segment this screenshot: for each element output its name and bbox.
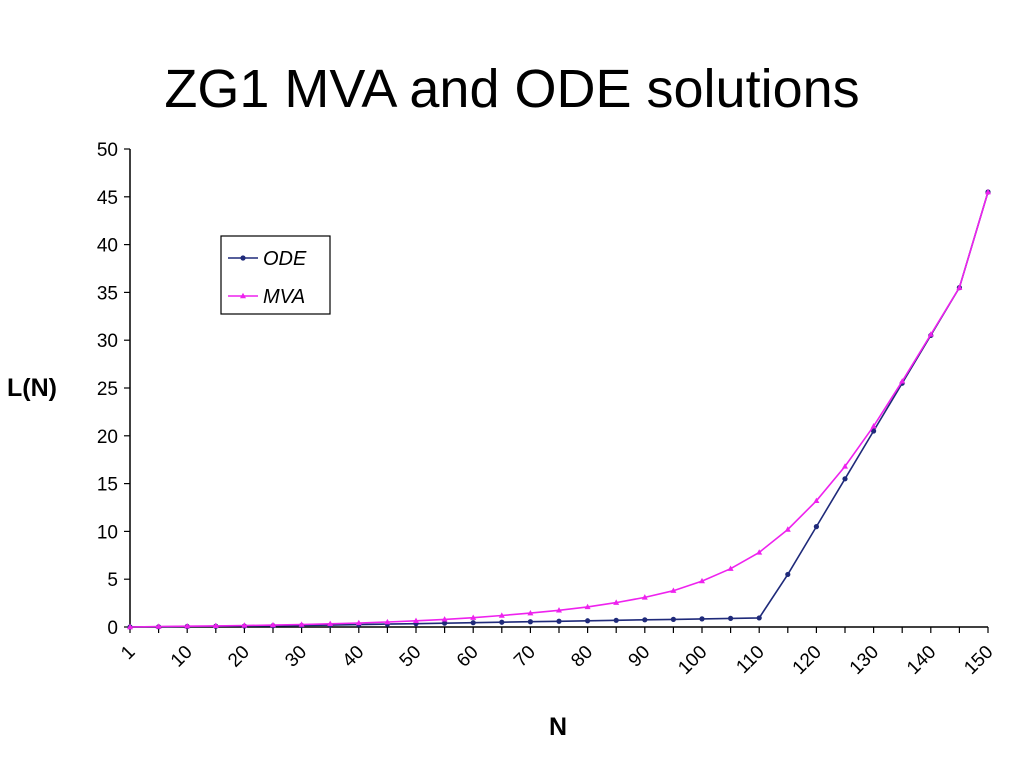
ode-point (728, 615, 734, 621)
mva-point (212, 622, 219, 629)
mva-point (927, 331, 934, 337)
ode-point (813, 524, 820, 530)
series-layer (127, 188, 991, 630)
mva-point (756, 549, 763, 555)
x-tick-label: 130 (846, 642, 883, 679)
x-tick-label: 40 (339, 642, 369, 672)
mva-point (184, 623, 191, 629)
y-axis-title: L(N) (7, 374, 57, 402)
y-tick-label: 30 (97, 331, 118, 352)
x-tick-label: 1 (117, 642, 139, 664)
y-tick-label: 0 (107, 618, 118, 639)
legend-ode-label: ODE (263, 248, 307, 270)
ode-point (470, 620, 476, 626)
mva-point (270, 621, 276, 628)
x-tick-label: 90 (625, 642, 655, 672)
x-tick-label: 10 (167, 642, 197, 672)
mva-point (727, 565, 734, 571)
ode-point (642, 617, 648, 623)
mva-point (498, 612, 505, 618)
ode-point (785, 571, 791, 578)
legend-box (220, 235, 331, 315)
x-tick-label: 20 (224, 642, 254, 672)
mva-point (985, 188, 991, 195)
y-tick-label: 50 (97, 140, 118, 161)
mva-point (784, 526, 791, 532)
mva-point (527, 609, 534, 616)
y-tick-label: 40 (97, 236, 118, 257)
legend-ode-marker (240, 255, 246, 261)
ode-point (670, 616, 677, 622)
x-tick-label: 100 (674, 642, 711, 679)
x-tick-label: 50 (396, 642, 426, 672)
mva-point (298, 621, 305, 627)
x-tick-label: 30 (281, 642, 311, 672)
mva-point (842, 463, 848, 469)
y-tick-label: 10 (97, 522, 118, 543)
y-tick-label: 45 (97, 188, 118, 209)
mva-point (327, 620, 334, 627)
mva-point (641, 594, 648, 600)
ode-point (842, 476, 848, 482)
x-tick-label: 140 (903, 642, 940, 679)
mva-point (956, 284, 963, 290)
mva-point (870, 423, 877, 429)
mva-point (670, 587, 677, 593)
y-tick-label: 20 (97, 427, 118, 448)
x-tick-label: 110 (732, 642, 768, 678)
ode-point (527, 619, 534, 625)
slide-title: ZG1 MVA and ODE solutions (164, 59, 860, 119)
mva-point (441, 616, 448, 622)
x-tick-label: 80 (567, 642, 597, 672)
mva-point (899, 378, 906, 384)
x-tick-label: 150 (960, 642, 997, 679)
y-tick-label: 15 (97, 475, 118, 496)
mva-point (613, 599, 620, 605)
ode-point (585, 618, 591, 624)
mva-point (127, 623, 133, 630)
y-tick-label: 35 (97, 283, 118, 304)
y-tick-label: 25 (97, 379, 118, 400)
mva-point (241, 622, 248, 628)
legend: ODE MVA (220, 235, 331, 315)
series-mva (127, 188, 991, 630)
y-tick-label: 5 (107, 570, 118, 591)
mva-point (699, 577, 705, 584)
mva-point (413, 617, 419, 623)
mva-point (813, 497, 820, 504)
ode-point (442, 620, 448, 626)
mva-point (384, 618, 391, 625)
mva-point (155, 623, 162, 629)
ode-point (613, 617, 619, 623)
mva-point (355, 619, 362, 626)
x-axis-title: N (549, 713, 567, 741)
ode-point (871, 428, 877, 434)
ode-point (556, 618, 562, 624)
x-tick-label: 120 (789, 642, 826, 679)
mva-point (470, 614, 477, 620)
mva-point (584, 603, 591, 610)
ode-point (699, 616, 705, 622)
mva-point (556, 607, 562, 613)
legend-mva-label: MVA (263, 286, 305, 308)
ode-point (756, 615, 762, 621)
ode-point (499, 619, 505, 625)
x-tick-label: 60 (453, 642, 483, 672)
x-tick-label: 70 (510, 642, 540, 672)
legend-mva-marker (240, 292, 246, 299)
